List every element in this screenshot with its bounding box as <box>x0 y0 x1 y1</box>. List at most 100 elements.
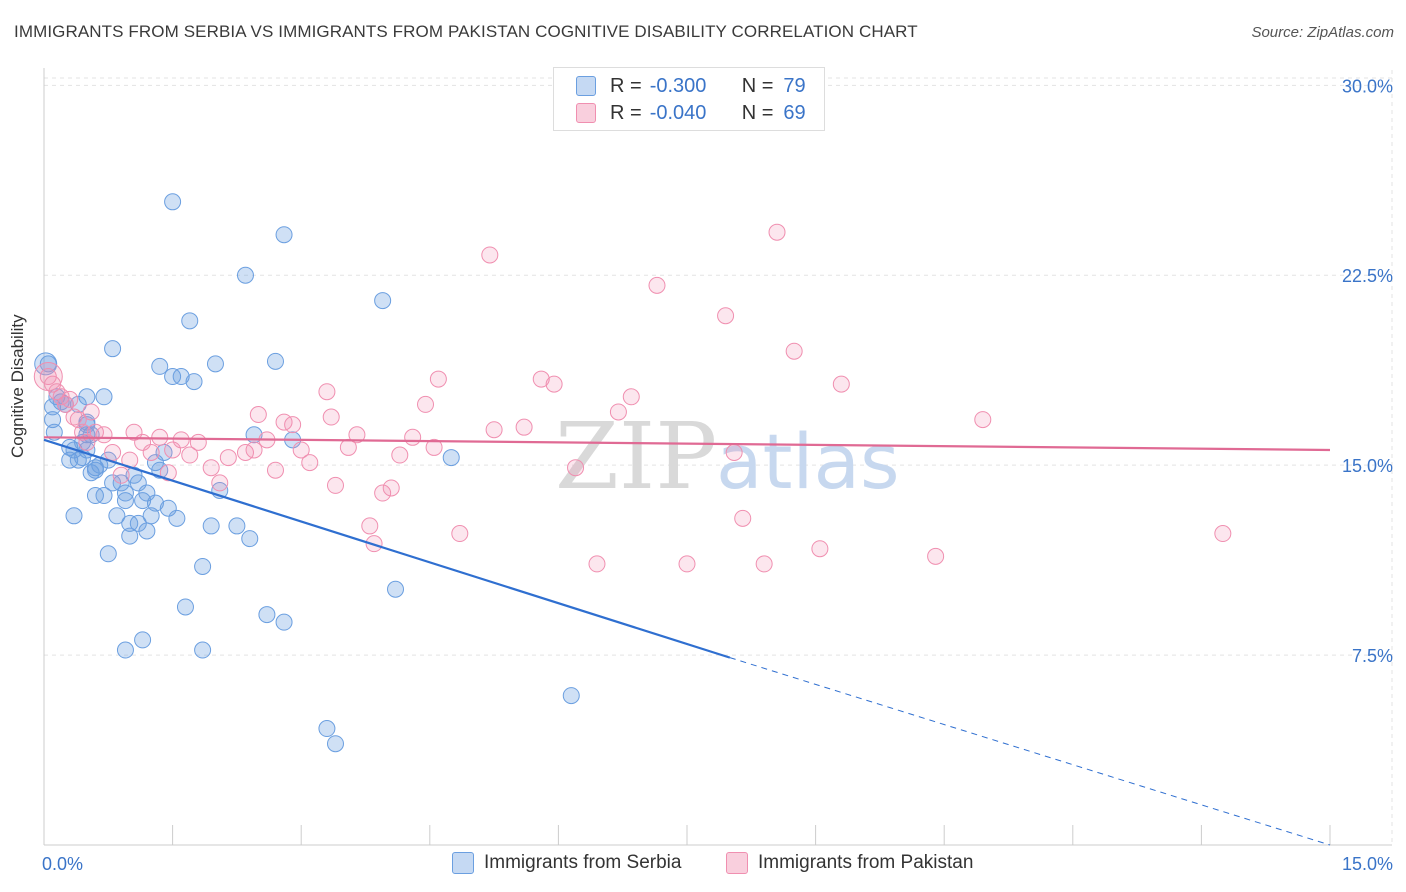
pakistan-point <box>648 276 666 294</box>
n-value: 69 <box>783 101 806 124</box>
pakistan-swatch <box>576 103 596 123</box>
legend-item-serbia: Immigrants from Serbia <box>452 852 681 874</box>
pakistan-point <box>417 395 435 413</box>
pakistan-point <box>142 444 160 461</box>
pakistan-point <box>74 423 92 441</box>
pakistan-point <box>481 246 499 264</box>
serbia-point <box>99 545 117 563</box>
watermark-atlas: atlas <box>716 417 900 506</box>
serbia-point <box>138 522 156 540</box>
pakistan-point <box>361 517 379 535</box>
pakistan-point <box>159 464 177 482</box>
pakistan-point <box>609 403 627 421</box>
tick-labels: 7.5% 15.0% 22.5% 30.0% 0.0% 15.0% <box>42 76 1393 874</box>
serbia-point <box>121 527 139 545</box>
watermark-zip: ZIP <box>555 403 717 510</box>
source-credit: Source: ZipAtlas.com <box>1251 24 1394 41</box>
pakistan-point <box>451 525 469 543</box>
n-value: 79 <box>783 74 806 97</box>
serbia-trend-extension <box>729 657 1331 846</box>
pakistan-point <box>974 411 992 429</box>
serbia-point <box>108 507 126 525</box>
pakistan-point <box>292 441 310 459</box>
pakistan-point <box>485 421 503 439</box>
x-tick-label: 0.0% <box>42 854 83 874</box>
r-label: R = <box>610 101 642 124</box>
pakistan-point <box>374 484 392 502</box>
r-value: -0.300 <box>649 74 707 97</box>
serbia-point <box>44 411 62 429</box>
pakistan-point <box>725 444 743 461</box>
stats-row-pakistan: R = -0.040 N = 69 <box>576 101 806 125</box>
serbia-point <box>86 487 104 505</box>
pakistan-point <box>734 509 752 527</box>
serbia-point <box>116 484 134 502</box>
serbia-point <box>134 631 152 649</box>
pakistan-point <box>326 476 344 494</box>
axes <box>43 68 1392 846</box>
pakistan-point <box>927 547 945 565</box>
n-label: N = <box>741 74 774 97</box>
pakistan-point <box>832 375 850 393</box>
pakistan-point <box>322 408 340 426</box>
serbia-point <box>172 368 190 386</box>
pakistan-point <box>382 479 400 497</box>
serbia-point <box>168 509 186 527</box>
serbia-swatch <box>576 76 596 96</box>
x-tick-label: 15.0% <box>1342 854 1393 874</box>
pakistan-point <box>717 307 735 325</box>
serbia-point <box>104 340 122 358</box>
pakistan-point <box>104 444 122 461</box>
serbia-point <box>116 641 134 659</box>
pakistan-point <box>301 454 319 472</box>
pakistan-point <box>112 466 130 484</box>
serbia-point <box>121 514 139 532</box>
pakistan-point <box>404 428 422 446</box>
serbia-point <box>61 451 79 469</box>
pakistan-point <box>82 403 100 421</box>
pakistan-point <box>588 555 606 573</box>
pakistan-point <box>755 555 773 573</box>
y-tick-label: 15.0% <box>1342 456 1393 476</box>
serbia-point <box>442 449 460 467</box>
chart-title: IMMIGRANTS FROM SERBIA VS IMMIGRANTS FRO… <box>14 22 918 41</box>
serbia-point <box>562 687 580 705</box>
y-tick-label: 30.0% <box>1342 76 1393 96</box>
serbia-point <box>236 266 254 284</box>
serbia-point <box>206 355 224 373</box>
pakistan-point <box>532 370 550 388</box>
serbia-point <box>258 606 276 624</box>
legend-label-pakistan: Immigrants from Pakistan <box>758 852 974 873</box>
pakistan-point <box>425 438 443 456</box>
serbia-point <box>194 557 212 575</box>
pakistan-point <box>768 223 786 241</box>
serbia-point <box>326 735 344 753</box>
serbia-legend-swatch <box>452 852 474 874</box>
pakistan-point <box>318 383 336 401</box>
pakistan-point <box>785 342 803 360</box>
serbia-point <box>266 352 284 370</box>
pakistan-point <box>811 540 829 558</box>
serbia-point <box>185 373 203 391</box>
serbia-point <box>387 580 405 598</box>
r-label: R = <box>610 74 642 97</box>
pakistan-point <box>545 375 563 393</box>
r-value: -0.040 <box>649 101 707 124</box>
serbia-point <box>95 388 113 406</box>
pakistan-point <box>284 416 302 434</box>
serbia-point <box>151 357 169 375</box>
serbia-point <box>146 494 164 512</box>
y-tick-label: 22.5% <box>1342 266 1393 286</box>
serbia-point <box>241 530 259 548</box>
serbia-point <box>202 517 220 535</box>
serbia-trend-line <box>43 438 731 659</box>
serbia-point <box>318 720 336 738</box>
serbia-point <box>181 312 199 330</box>
pakistan-point <box>219 449 237 467</box>
serbia-point <box>194 641 212 659</box>
pakistan-point <box>61 390 79 408</box>
pakistan-point <box>189 433 207 451</box>
pakistan-points <box>33 223 1232 573</box>
pakistan-point <box>391 446 409 464</box>
